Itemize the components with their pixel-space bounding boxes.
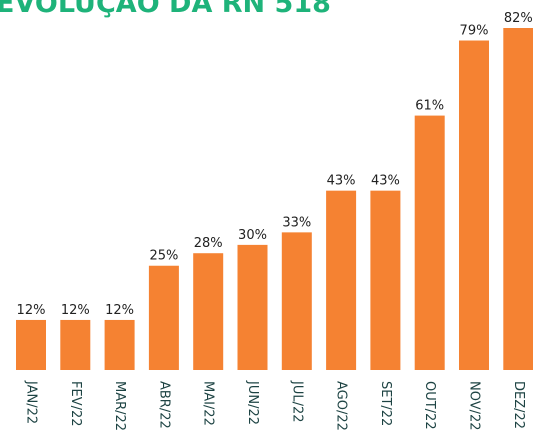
value-label: 12%: [105, 303, 134, 318]
value-label: 33%: [282, 215, 311, 230]
x-tick-label: MAR/22: [112, 381, 127, 431]
value-label: 30%: [238, 228, 267, 243]
x-tick-label: OUT/22: [422, 381, 437, 430]
bar: [281, 232, 312, 370]
bar: [414, 115, 445, 371]
x-tick-label: JUL/22: [289, 380, 304, 423]
x-tick-label: DEZ/22: [511, 381, 526, 429]
value-label: 61%: [415, 99, 444, 114]
x-tick-label: NOV/22: [467, 381, 482, 431]
x-tick-label: SET/22: [378, 381, 393, 426]
value-label: 43%: [327, 174, 356, 189]
bar: [104, 319, 135, 370]
bar: [326, 190, 357, 370]
value-label: 12%: [61, 303, 90, 318]
x-tick-label: ABR/22: [156, 381, 171, 429]
bar: [503, 28, 533, 370]
bar: [16, 319, 46, 370]
bar: [60, 319, 91, 370]
x-tick-label: JAN/22: [24, 380, 39, 424]
value-label: 82%: [504, 11, 533, 26]
bar: [148, 265, 179, 370]
x-tick-label: JUN/22: [245, 380, 260, 425]
bar: [237, 244, 268, 370]
bar: [370, 190, 401, 370]
bar: [459, 40, 489, 370]
value-label: 43%: [371, 174, 400, 189]
bar: [193, 253, 224, 370]
value-label: 28%: [194, 236, 223, 251]
chart-title: EVOLUÇÃO DA RN 518: [0, 0, 331, 19]
value-label: 12%: [17, 303, 46, 318]
x-tick-label: MAI/22: [201, 381, 216, 426]
value-label: 25%: [149, 249, 178, 264]
x-tick-label: FEV/22: [68, 381, 83, 427]
x-tick-label: AGO/22: [334, 381, 349, 431]
value-label: 79%: [460, 24, 489, 39]
